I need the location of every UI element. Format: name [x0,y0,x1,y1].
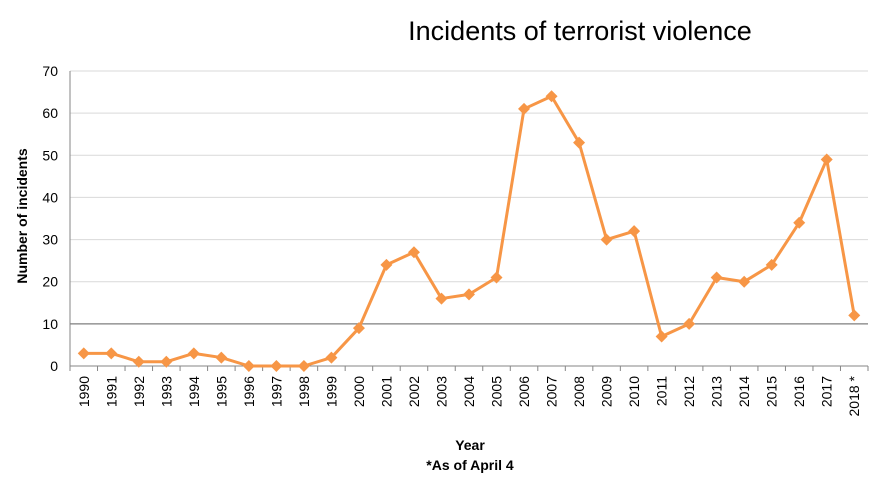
x-tick-label: 2017 [819,376,835,407]
chart-title: Incidents of terrorist violence [408,16,752,46]
series-line [83,94,856,368]
data-point [380,258,393,271]
data-point [352,322,365,335]
x-axis-note: *As of April 4 [426,457,514,473]
y-tick-label: 70 [42,63,58,79]
x-tick-label: 2004 [461,376,477,407]
x-tick-label: 2014 [736,376,752,407]
x-tick-label: 1999 [323,376,339,407]
x-tick-label: 2000 [351,376,367,407]
data-point [793,216,806,229]
x-tick-label: 2018 * [846,375,862,416]
data-point [132,355,145,368]
data-point [407,246,420,259]
data-point [573,136,586,149]
data-point [655,330,668,343]
x-tick-label: 2003 [433,376,449,407]
data-point [270,360,283,372]
y-tick-label: 60 [42,105,58,121]
data-point [215,351,228,364]
grid-layer [70,70,868,367]
x-tick-label: 2016 [791,376,807,407]
x-tick-label: 2001 [378,376,394,407]
x-tick-label: 2013 [709,376,725,407]
x-tick-label: 2009 [599,376,615,407]
data-point [683,317,696,330]
data-point [628,225,641,238]
y-tick-label: 20 [42,274,58,290]
data-point [765,258,778,271]
data-point [820,153,833,166]
data-point [105,347,118,360]
y-tick-label: 30 [42,232,58,248]
x-tick-label: 1998 [296,376,312,407]
data-point [600,233,613,246]
data-point [325,351,338,364]
y-tick-label: 10 [42,316,58,332]
series-layer [77,90,861,372]
data-point [242,360,255,372]
y-tick-label: 0 [50,358,58,374]
x-tick-label: 1990 [76,376,92,407]
x-tick-label: 2010 [626,376,642,407]
x-tick-label: 2011 [654,376,670,406]
x-tick-label: 1995 [213,376,229,407]
data-point [187,347,200,360]
y-tick-label: 40 [42,189,58,205]
x-tick-label: 2007 [544,376,560,407]
y-axis-label: Number of incidents [14,148,30,284]
data-point [738,275,751,288]
data-point [545,90,558,103]
data-point [160,355,173,368]
x-tick-label: 2008 [571,376,587,407]
data-point [463,288,475,301]
data-point [490,271,503,284]
x-axis-label: Year [455,437,485,453]
y-tick-label: 50 [42,147,58,163]
x-tick-label: 2012 [681,376,697,407]
axis-layer: 0 10 20 30 40 50 60 70 1990 1991 1992 1993 1994 1995 1… [42,63,869,416]
x-tick-label: 1991 [103,376,119,407]
x-tick-label: 2002 [406,376,422,407]
data-point [297,360,310,372]
data-point [518,102,531,115]
data-point [435,292,448,305]
data-point [848,309,861,322]
x-tick-label: 1992 [131,376,147,407]
x-tick-label: 1997 [268,376,284,407]
x-tick-label: 2015 [764,376,780,407]
x-tick-label: 1994 [186,376,202,407]
x-tick-label: 1993 [158,376,174,407]
x-tick-label: 1996 [241,376,257,407]
data-point [77,347,90,360]
x-tick-label: 2005 [489,376,505,407]
x-tick-label: 2006 [516,376,532,407]
data-point [710,271,723,284]
